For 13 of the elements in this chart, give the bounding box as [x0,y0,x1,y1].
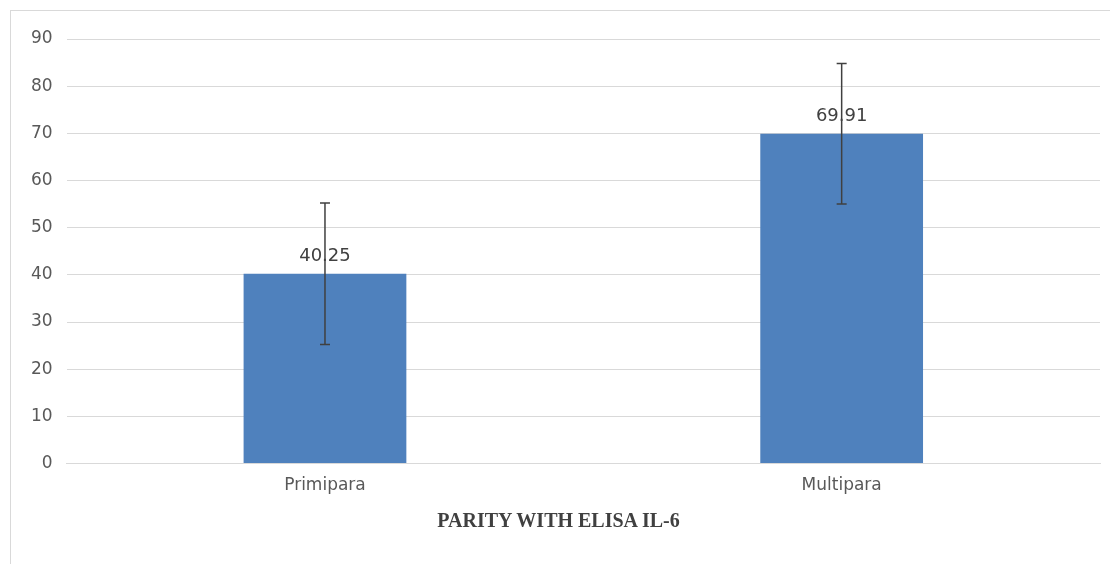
y-tick-label: 90 [30,27,53,48]
y-tick-label: 70 [30,121,53,142]
y-tick-label: 10 [30,404,53,425]
y-tick-label: 60 [30,168,53,189]
x-tick-label: Primipara [284,474,366,495]
y-tick-label: 20 [30,357,53,378]
y-tick-label: 50 [30,216,53,237]
y-tick-label: 40 [30,263,53,284]
y-tick-label: 80 [30,74,53,95]
y-tick-label: 0 [41,452,53,473]
x-tick-label: Multipara [801,474,882,495]
y-tick-label: 30 [30,310,53,331]
text: PARITY WITH ELISA IL-6 [437,509,680,532]
